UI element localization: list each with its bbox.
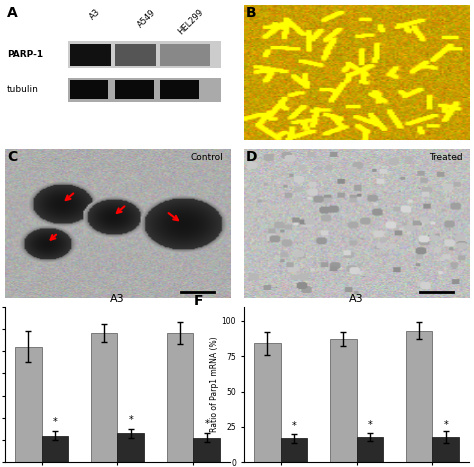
Text: Control: Control: [191, 153, 223, 163]
Bar: [160, 44, 210, 65]
Bar: [15, 347, 42, 462]
Text: C: C: [7, 150, 17, 164]
Bar: [356, 437, 383, 462]
Title: A3: A3: [349, 295, 364, 304]
Text: A: A: [7, 6, 18, 20]
Text: D: D: [246, 150, 257, 164]
Text: A3: A3: [88, 7, 102, 21]
Bar: [115, 80, 154, 99]
Bar: [330, 339, 356, 462]
Bar: [193, 438, 220, 462]
Text: *: *: [128, 415, 133, 425]
Text: Treated: Treated: [429, 153, 463, 163]
Text: A549: A549: [136, 7, 157, 29]
Bar: [281, 438, 307, 462]
Bar: [254, 343, 281, 462]
Bar: [42, 436, 68, 462]
Bar: [432, 437, 459, 462]
Bar: [70, 80, 109, 99]
Text: *: *: [367, 420, 372, 430]
Bar: [167, 333, 193, 462]
Text: PARP-1: PARP-1: [7, 50, 43, 59]
Text: *: *: [204, 419, 209, 429]
Text: *: *: [292, 421, 296, 431]
Title: A3: A3: [110, 295, 125, 304]
Bar: [115, 44, 156, 65]
Y-axis label: Ratio of Parp1 mRNA (%): Ratio of Parp1 mRNA (%): [210, 337, 219, 432]
Bar: [68, 78, 221, 102]
Bar: [406, 331, 432, 462]
Text: B: B: [246, 6, 256, 20]
Text: tubulin: tubulin: [7, 85, 39, 94]
Bar: [70, 44, 111, 65]
Bar: [118, 433, 144, 462]
Text: HEL299: HEL299: [176, 7, 205, 36]
Bar: [68, 41, 221, 68]
Bar: [160, 80, 199, 99]
Text: F: F: [194, 294, 204, 308]
Bar: [91, 333, 118, 462]
Text: *: *: [53, 417, 57, 427]
Text: *: *: [443, 420, 448, 430]
